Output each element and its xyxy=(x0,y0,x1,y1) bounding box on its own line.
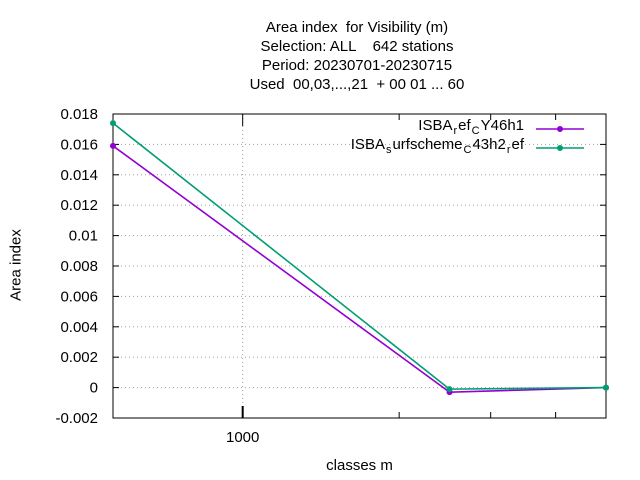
data-point xyxy=(603,384,609,391)
legend-text-part: Y46h1 xyxy=(480,117,524,134)
series-line xyxy=(112,122,607,390)
x-tick-label: 1000 xyxy=(226,429,259,446)
tick-labels: -0.002 0 0.002 0.004 0.006 0.008 0.01 0.012 0.01… xyxy=(55,106,259,446)
y-axis-label: Area index xyxy=(7,229,25,301)
y-tick-label: 0.014 xyxy=(60,167,98,184)
series-layer xyxy=(110,120,609,396)
y-tick-label: 0.018 xyxy=(60,106,98,123)
legend-subscript: r xyxy=(506,144,511,156)
legend-label-2: ISBAsurfschemeC43h2ref xyxy=(351,136,524,156)
plot-border xyxy=(112,113,607,419)
x-axis-label: classes m xyxy=(326,457,393,474)
legend xyxy=(536,126,584,151)
y-tick-label: 0.004 xyxy=(60,319,98,336)
series-line xyxy=(112,145,607,393)
y-tick-label: 0.01 xyxy=(69,228,98,245)
legend-subscript: C xyxy=(471,125,480,137)
legend-text-part: urfscheme xyxy=(392,136,463,153)
grid xyxy=(113,114,606,418)
legend-text-part: ef xyxy=(458,117,471,134)
legend-subscript: r xyxy=(453,125,458,137)
title-line-1: Area index for Visibility (m) xyxy=(265,19,449,36)
axes xyxy=(112,113,607,419)
legend-text-part: ef xyxy=(511,136,524,153)
y-tick-label: -0.002 xyxy=(55,410,98,427)
legend-text-part: ISBA xyxy=(418,117,453,134)
legend-sample-point xyxy=(557,126,563,132)
legend-subscript: C xyxy=(463,144,472,156)
data-point xyxy=(446,386,453,393)
y-tick-label: 0.006 xyxy=(60,288,98,305)
series-2 xyxy=(110,120,609,393)
legend-sample-point xyxy=(557,145,563,151)
y-tick-label: 0.012 xyxy=(60,197,98,214)
legend-label-1: ISBArefCY46h1 xyxy=(418,117,524,137)
title-line-3: Period: 20230701-20230715 xyxy=(261,57,453,74)
title-line-4: Used 00,03,...,21 + 00 01 ... 60 xyxy=(249,76,465,93)
data-point xyxy=(110,142,116,149)
data-point xyxy=(110,120,116,127)
y-tick-label: 0.008 xyxy=(60,258,98,275)
legend-text-part: ISBA xyxy=(350,136,385,153)
y-tick-label: 0 xyxy=(90,380,98,397)
y-tick-label: 0.016 xyxy=(60,136,98,153)
legend-text-part: 43h2 xyxy=(472,136,506,153)
legend-subscript: s xyxy=(385,144,392,156)
y-tick-label: 0.002 xyxy=(60,349,98,366)
title-line-2: Selection: ALL 642 stations xyxy=(260,38,454,55)
